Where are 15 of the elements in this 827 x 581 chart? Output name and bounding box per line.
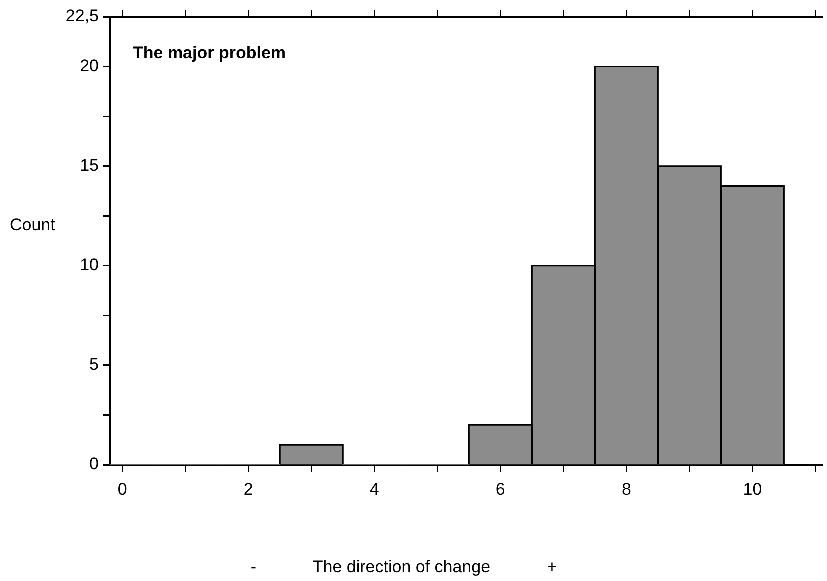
x-tick-label: 2 [244,480,254,499]
y-tick-label: 5 [90,355,99,374]
y-tick-label: 20 [80,56,99,76]
x-tick-label: 6 [496,480,506,499]
x-tick-label: 10 [743,480,762,499]
y-tick-label: 0 [90,454,99,474]
y-tick-label: 22,5 [66,6,99,26]
x-tick-label: 0 [118,480,128,499]
y-tick-label: 15 [80,156,99,176]
x-tick-label: 8 [622,480,632,499]
text: The major problem [133,44,286,63]
y-axis-title: Count [10,216,56,235]
y-tick-label: 10 [80,256,99,275]
x-tick-label: 4 [370,480,380,499]
x-axis-title: - The direction of change + [250,558,558,577]
